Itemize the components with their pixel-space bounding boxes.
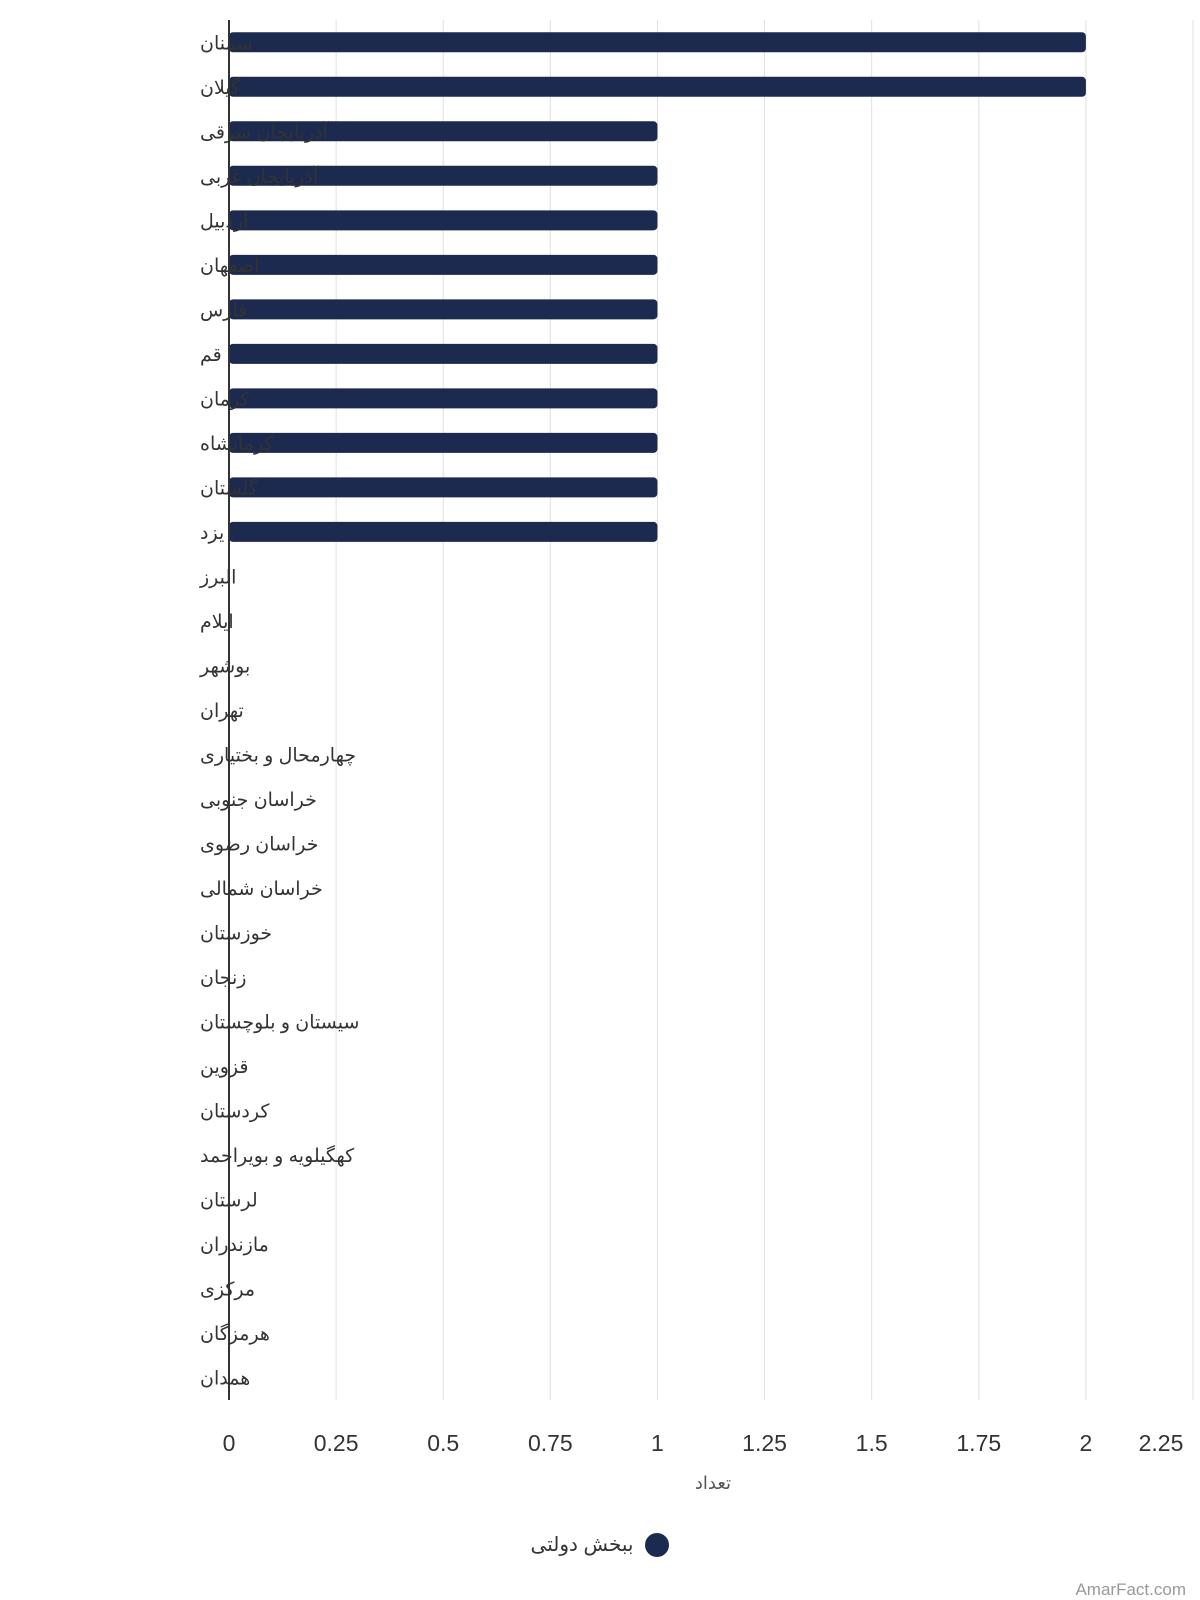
bar[interactable] bbox=[229, 121, 658, 142]
category-label: البرز bbox=[199, 567, 236, 588]
x-axis-title: تعداد bbox=[695, 1473, 731, 1493]
category-label: خراسان جنوبی bbox=[200, 790, 317, 811]
x-tick-label: 0.25 bbox=[314, 1430, 359, 1456]
category-label: تهران bbox=[200, 701, 244, 722]
x-tick-label: 1 bbox=[651, 1430, 664, 1456]
x-tick-label: 2.25 bbox=[1139, 1430, 1184, 1456]
category-label: آذربایجان شرقی bbox=[200, 119, 329, 143]
category-label: کردستان bbox=[200, 1102, 270, 1123]
category-label: قم bbox=[200, 345, 222, 366]
category-label: ایلام bbox=[200, 612, 234, 633]
category-label: گیلان bbox=[200, 76, 241, 99]
x-tick-label: 1.5 bbox=[856, 1430, 888, 1456]
bar[interactable] bbox=[229, 343, 658, 364]
bar[interactable] bbox=[229, 76, 1086, 97]
x-tick-label: 2 bbox=[1079, 1430, 1092, 1456]
bar[interactable] bbox=[229, 432, 658, 453]
category-label: سمنان bbox=[200, 33, 252, 54]
category-label: بوشهر bbox=[199, 656, 250, 677]
category-label: خراسان رضوی bbox=[200, 835, 318, 856]
category-label: کهگیلویه و بویراحمد bbox=[200, 1144, 355, 1167]
grid-lines bbox=[335, 20, 1194, 1400]
x-tick-label: 0 bbox=[223, 1430, 236, 1456]
bar[interactable] bbox=[229, 254, 658, 275]
category-label: سیستان و بلوچستان bbox=[200, 1013, 359, 1034]
x-tick-label: 1.75 bbox=[956, 1430, 1001, 1456]
category-label: یزد bbox=[200, 523, 224, 544]
bar[interactable] bbox=[229, 210, 658, 231]
x-tick-label: 1.25 bbox=[742, 1430, 787, 1456]
legend-dot-icon bbox=[645, 1532, 670, 1557]
legend[interactable]: ببخش دولتی bbox=[0, 1532, 1200, 1557]
x-tick-label: 0.5 bbox=[427, 1430, 459, 1456]
bar[interactable] bbox=[229, 32, 1086, 53]
category-label: اردبیل bbox=[200, 211, 248, 232]
category-label: خراسان شمالی bbox=[200, 879, 323, 900]
category-label: فارس bbox=[200, 300, 247, 321]
category-label: مرکزی bbox=[200, 1280, 255, 1301]
bars bbox=[229, 32, 1086, 542]
category-label: هرمزگان bbox=[200, 1322, 270, 1345]
category-label: چهارمحال و بختیاری bbox=[200, 746, 356, 767]
category-labels: سمنان گیلان آذربایجان شرقی آذربایجان غربی ار… bbox=[199, 33, 359, 1389]
category-label: همدان bbox=[200, 1369, 250, 1390]
bar-chart: سمنان گیلان آذربایجان شرقی آذربایجان غربی ار… bbox=[199, 20, 1194, 1493]
bar[interactable] bbox=[229, 477, 658, 498]
credit-text: AmarFact.com bbox=[1075, 1580, 1186, 1599]
x-tick-label: 0.75 bbox=[528, 1430, 573, 1456]
category-label: زنجان bbox=[200, 968, 246, 989]
category-label: مازندران bbox=[200, 1235, 269, 1256]
category-label: قزوین bbox=[200, 1057, 249, 1078]
category-label: کرمان bbox=[200, 389, 250, 410]
category-label: خوزستان bbox=[200, 924, 272, 945]
category-label: آذربایجان غربی bbox=[200, 164, 319, 188]
bar[interactable] bbox=[229, 299, 658, 320]
category-label: کرمانشاه bbox=[200, 434, 274, 455]
legend-label: ببخش دولتی bbox=[530, 1534, 634, 1556]
bar[interactable] bbox=[229, 388, 658, 409]
bar[interactable] bbox=[229, 521, 658, 542]
bar[interactable] bbox=[229, 165, 658, 186]
x-tick-labels: 0 0.25 0.5 0.75 1 1.25 1.5 1.75 2 2.25 bbox=[223, 1430, 1184, 1456]
